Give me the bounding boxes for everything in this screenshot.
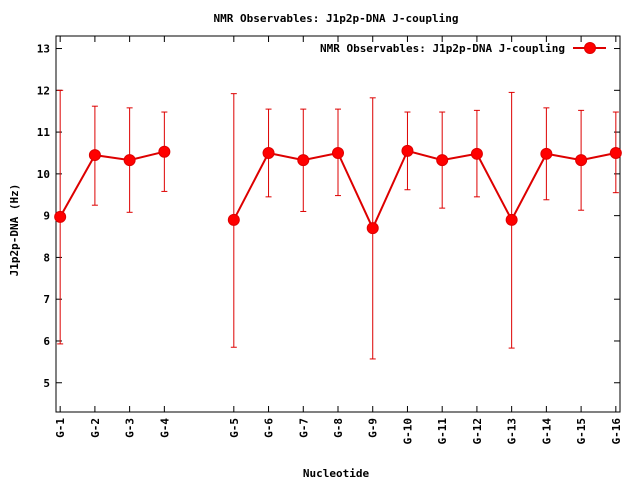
data-point	[470, 147, 483, 160]
y-tick-label: 5	[43, 377, 50, 390]
legend-marker-swatch	[584, 42, 596, 54]
data-point	[262, 146, 275, 159]
y-tick-label: 13	[37, 43, 50, 56]
y-tick-label: 9	[43, 210, 50, 223]
x-tick-label: G-8	[332, 418, 345, 438]
plot-frame	[55, 35, 621, 413]
plot-border	[55, 35, 621, 413]
x-tick-label: G-1	[54, 418, 67, 438]
data-point	[575, 154, 588, 167]
data-point	[332, 146, 344, 159]
x-axis-label: Nucleotide	[303, 467, 370, 480]
x-tick-label: G-6	[263, 418, 276, 438]
data-point	[540, 147, 553, 160]
data-point	[123, 154, 136, 167]
y-tick-label: 6	[43, 335, 50, 348]
series-line	[59, 150, 165, 218]
data-point	[158, 145, 171, 158]
data-point	[88, 149, 101, 162]
x-tick-label: G-10	[401, 418, 414, 445]
x-tick-label: G-13	[506, 418, 519, 445]
data-points	[54, 144, 622, 235]
y-tick-label: 12	[37, 84, 50, 97]
data-point	[297, 154, 310, 167]
x-tick-label: G-12	[471, 418, 484, 445]
x-tick-label: G-5	[228, 418, 241, 438]
x-tick-label: G-15	[575, 418, 588, 445]
data-point	[436, 154, 449, 167]
y-tick-label: 11	[37, 126, 51, 139]
x-tick-label: G-4	[158, 418, 171, 438]
series-line	[232, 149, 617, 231]
y-tick-label: 7	[43, 293, 50, 306]
x-tick-label: G-14	[540, 418, 553, 445]
x-tick-label: G-16	[610, 418, 623, 445]
x-axis-ticks: G-1 G-2 G-3 G-4 G-5 G-6 G-7 G-8 G-9 G-10 G-11 G-12 G…	[54, 36, 623, 445]
y-tick-label: 8	[43, 251, 50, 264]
x-tick-label: G-2	[89, 418, 102, 438]
data-point	[401, 144, 414, 157]
legend: NMR Observables: J1p2p-DNA J-coupling	[320, 42, 606, 55]
data-point	[227, 213, 240, 226]
y-tick-label: 10	[37, 168, 50, 181]
data-point	[54, 210, 67, 223]
x-tick-label: G-9	[367, 418, 380, 438]
x-tick-label: G-7	[297, 418, 310, 438]
data-point	[609, 146, 622, 159]
x-tick-label: G-11	[436, 418, 449, 445]
y-axis-label: J1p2p-DNA (Hz)	[8, 184, 21, 277]
legend-label: NMR Observables: J1p2p-DNA J-coupling	[320, 42, 565, 55]
y-axis-ticks: 5 6 7 8 9 10 11 12 13	[37, 43, 620, 390]
x-tick-label: G-3	[124, 418, 137, 438]
data-point	[505, 213, 518, 226]
data-point	[366, 222, 379, 235]
error-bars	[57, 89, 619, 360]
chart-title: NMR Observables: J1p2p-DNA J-coupling	[213, 12, 458, 25]
